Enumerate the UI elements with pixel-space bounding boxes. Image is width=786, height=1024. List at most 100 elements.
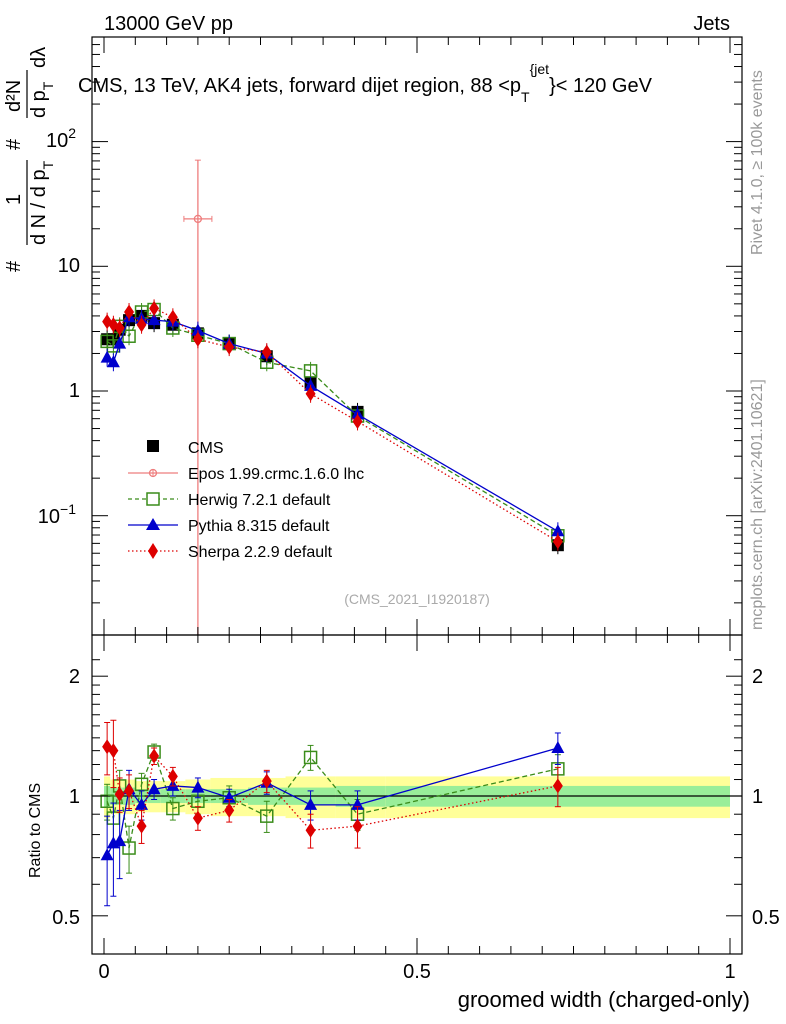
- ratio-point: [303, 750, 318, 765]
- ratio-point: [305, 822, 316, 838]
- header-category: Jets: [693, 13, 730, 35]
- legend-item-pythia: Pythia 8.315 default: [128, 518, 330, 535]
- main-y-tick-labels: 10−1 1 10 102: [38, 125, 80, 528]
- x-tick-0.5: 0.5: [403, 961, 431, 983]
- svg-text:#: #: [3, 260, 25, 272]
- data-point: [261, 344, 272, 360]
- ratio-point: [167, 768, 178, 784]
- ratio-point: [351, 797, 365, 810]
- ratio-y-tick-2-left: 2: [69, 666, 80, 688]
- data-point: [305, 386, 316, 402]
- ratio-y-tick-labels: 0.5 1 2 0.5 1 2: [52, 666, 780, 929]
- legend-item-cms: CMS: [147, 440, 224, 457]
- ratio-point: [304, 797, 318, 810]
- main-plot-panel: 10−1 1 10 102 CMS, 13 TeV, AK4 jets, for…: [3, 36, 743, 636]
- ratio-point: [222, 790, 236, 803]
- ratio-y-tick-0.5-left: 0.5: [52, 907, 80, 929]
- ratio-point: [108, 743, 119, 759]
- series-cms: [101, 306, 564, 555]
- ratio-y-tick-2-right: 2: [752, 666, 763, 688]
- series-line: [106, 316, 559, 532]
- ratio-point: [352, 818, 363, 834]
- series-herwig: [100, 300, 565, 545]
- ratio-point: [191, 780, 205, 793]
- x-tick-labels: 0 0.5 1: [98, 961, 735, 983]
- ratio-point: [551, 741, 565, 754]
- ratio-plot-panel: 0.5 1 2 0.5 1 2 0 0.5 1 Ratio to CMS gro…: [27, 634, 780, 1012]
- ratio-y-axis-label: Ratio to CMS: [27, 783, 44, 878]
- data-point: [106, 355, 120, 368]
- main-y-axis-label: # 1 d N / d pT # d²N d pT dλ: [3, 47, 56, 272]
- svg-text:d²N: d²N: [3, 80, 25, 112]
- ratio-point: [166, 801, 180, 816]
- rivet-version-label: Rivet 4.1.0, ≥ 100k events: [749, 70, 766, 255]
- data-point: [113, 336, 127, 349]
- ratio-point: [100, 848, 114, 861]
- data-point: [114, 320, 125, 336]
- svg-text:Herwig 7.2.1 default: Herwig 7.2.1 default: [188, 492, 331, 509]
- ratio-point: [113, 834, 127, 847]
- y-tick-label-0.1: 10−1: [38, 501, 76, 528]
- plot-title: CMS, 13 TeV, AK4 jets, forward dijet reg…: [78, 61, 653, 105]
- x-tick-1: 1: [724, 961, 735, 983]
- y-tick-label-10: 10: [58, 255, 80, 277]
- svg-text:Epos 1.99.crmc.1.6.0 lhc: Epos 1.99.crmc.1.6.0 lhc: [188, 466, 364, 483]
- data-point: [100, 350, 114, 363]
- ratio-point: [134, 777, 149, 792]
- legend: CMS Epos 1.99.crmc.1.6.0 lhc Herwig 7.2.…: [128, 440, 364, 561]
- mcplots-source-label: mcplots.cern.ch [arXiv:2401.10621]: [749, 379, 766, 630]
- y-tick-label-1: 1: [69, 380, 80, 402]
- ratio-point: [192, 810, 203, 826]
- ratio-point: [122, 841, 136, 855]
- ratio-point: [147, 782, 161, 795]
- data-point: [552, 534, 563, 550]
- data-point: [136, 317, 147, 333]
- ratio-point: [224, 802, 235, 818]
- ratio-point: [124, 783, 135, 799]
- ratio-series-sherpa: [102, 719, 563, 849]
- svg-text:Pythia 8.315 default: Pythia 8.315 default: [188, 518, 330, 535]
- ratio-axis-ticks: [92, 635, 742, 954]
- svg-text:dλ: dλ: [28, 47, 50, 68]
- ratio-point: [260, 809, 274, 823]
- data-point: [224, 339, 235, 355]
- ratio-series-pythia: [100, 732, 565, 907]
- series-epos: [183, 159, 213, 635]
- ratio-point: [552, 778, 563, 794]
- ratio-y-tick-1-left: 1: [69, 786, 80, 808]
- svg-text:d pT: d pT: [28, 81, 56, 118]
- y-tick-label-100: 102: [46, 125, 76, 152]
- data-point: [352, 413, 363, 429]
- ratio-y-tick-0.5-right: 0.5: [752, 907, 780, 929]
- data-point: [122, 329, 136, 343]
- analysis-tag: (CMS_2021_I1920187): [344, 591, 490, 607]
- ratio-point: [149, 748, 160, 764]
- legend-item-sherpa: Sherpa 2.2.9 default: [128, 543, 333, 561]
- data-point: [551, 524, 565, 537]
- main-axis-ticks: [92, 37, 742, 635]
- ratio-point: [261, 773, 272, 789]
- ratio-point: [135, 797, 149, 810]
- ratio-y-tick-1-right: 1: [752, 786, 763, 808]
- ratio-point: [136, 818, 147, 834]
- series-line: [106, 307, 559, 543]
- x-axis-label: groomed width (charged-only): [458, 987, 750, 1012]
- epos-point: [193, 214, 203, 224]
- data-point: [149, 300, 160, 316]
- legend-item-epos: Epos 1.99.crmc.1.6.0 lhc: [128, 466, 364, 483]
- series-line: [106, 308, 559, 537]
- ratio-series-layer: [100, 719, 565, 907]
- svg-text:1: 1: [3, 194, 25, 205]
- x-tick-0: 0: [98, 961, 109, 983]
- main-series-layer: [100, 159, 565, 635]
- legend-item-herwig: Herwig 7.2.1 default: [128, 492, 331, 509]
- ratio-point: [114, 786, 125, 802]
- data-point: [191, 323, 205, 336]
- data-point: [147, 313, 161, 326]
- series-sherpa: [102, 299, 563, 551]
- series-pythia: [100, 308, 565, 541]
- data-point: [192, 331, 203, 347]
- header-process: 13000 GeV pp: [104, 13, 233, 35]
- svg-text:d N / d pT: d N / d pT: [28, 160, 56, 245]
